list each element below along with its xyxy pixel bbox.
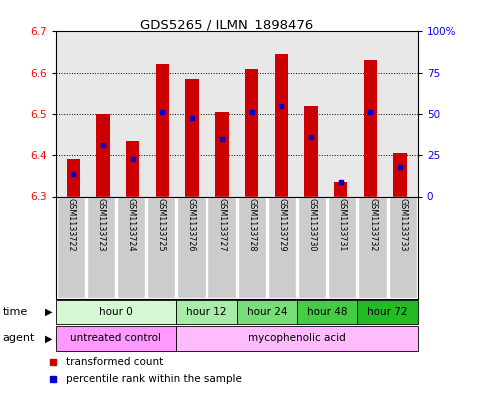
- Text: GSM1133726: GSM1133726: [187, 198, 196, 252]
- Text: GSM1133727: GSM1133727: [217, 198, 226, 252]
- Text: GSM1133722: GSM1133722: [66, 198, 75, 252]
- Text: GDS5265 / ILMN_1898476: GDS5265 / ILMN_1898476: [141, 18, 313, 31]
- Bar: [357, 300, 418, 324]
- Text: GSM1133728: GSM1133728: [247, 198, 256, 252]
- Text: time: time: [2, 307, 28, 317]
- Text: hour 12: hour 12: [186, 307, 227, 317]
- Text: GSM1133730: GSM1133730: [308, 198, 317, 252]
- Bar: [156, 64, 169, 196]
- Text: untreated control: untreated control: [71, 333, 161, 343]
- Bar: [334, 182, 347, 196]
- Text: agent: agent: [2, 333, 35, 343]
- Bar: [215, 112, 228, 196]
- Text: mycophenolic acid: mycophenolic acid: [248, 333, 346, 343]
- Text: hour 0: hour 0: [99, 307, 133, 317]
- Text: hour 24: hour 24: [247, 307, 287, 317]
- Text: GSM1133733: GSM1133733: [398, 198, 407, 252]
- Text: GSM1133732: GSM1133732: [368, 198, 377, 252]
- Bar: [185, 79, 199, 196]
- Text: GSM1133723: GSM1133723: [96, 198, 105, 252]
- Text: hour 48: hour 48: [307, 307, 347, 317]
- Text: transformed count: transformed count: [66, 357, 164, 367]
- Bar: [274, 54, 288, 196]
- Bar: [297, 300, 357, 324]
- Bar: [237, 300, 297, 324]
- Bar: [67, 160, 80, 196]
- Text: ▶: ▶: [44, 307, 52, 317]
- Bar: [176, 326, 418, 351]
- Text: percentile rank within the sample: percentile rank within the sample: [66, 374, 242, 384]
- Bar: [56, 326, 176, 351]
- Bar: [176, 300, 237, 324]
- Bar: [304, 106, 318, 196]
- Text: GSM1133725: GSM1133725: [156, 198, 166, 252]
- Text: GSM1133731: GSM1133731: [338, 198, 347, 252]
- Bar: [364, 61, 377, 196]
- Bar: [97, 114, 110, 196]
- Bar: [56, 300, 176, 324]
- Bar: [245, 68, 258, 196]
- Text: GSM1133729: GSM1133729: [277, 198, 286, 252]
- Text: hour 72: hour 72: [368, 307, 408, 317]
- Text: GSM1133724: GSM1133724: [127, 198, 136, 252]
- Text: ▶: ▶: [44, 333, 52, 343]
- Bar: [126, 141, 140, 196]
- Bar: [393, 153, 407, 196]
